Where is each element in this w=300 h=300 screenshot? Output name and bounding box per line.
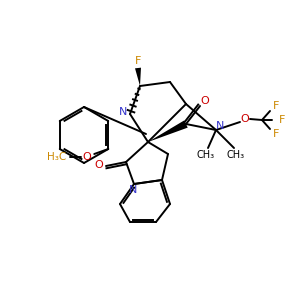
Text: O: O [241,114,249,124]
Text: N: N [216,121,224,131]
Text: N: N [129,185,137,195]
Polygon shape [148,120,188,142]
Text: F: F [279,115,285,125]
Text: F: F [273,129,279,139]
Text: O: O [83,152,92,162]
Text: H₃C: H₃C [46,152,66,162]
Text: O: O [201,96,209,106]
Text: F: F [273,101,279,111]
Text: N: N [119,107,127,117]
Text: O: O [94,160,103,170]
Text: CH₃: CH₃ [227,150,245,160]
Text: CH₃: CH₃ [197,150,215,160]
Text: F: F [135,56,141,66]
Polygon shape [135,68,141,86]
